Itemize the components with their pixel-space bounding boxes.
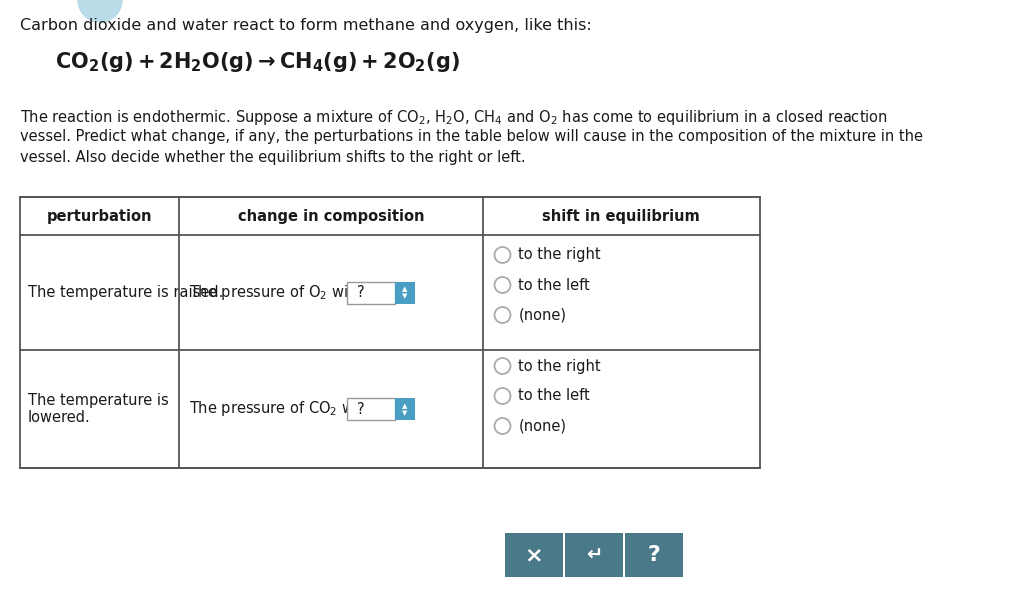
Text: ×: × (524, 545, 544, 565)
Text: to the left: to the left (518, 389, 590, 404)
Text: to the right: to the right (518, 247, 601, 262)
Bar (395, 281, 415, 303)
Text: vessel. Predict what change, if any, the perturbations in the table below will c: vessel. Predict what change, if any, the… (20, 129, 923, 144)
Text: The temperature is raised.: The temperature is raised. (28, 285, 223, 300)
Text: ▼: ▼ (402, 410, 408, 416)
Text: vessel. Also decide whether the equilibrium shifts to the right or left.: vessel. Also decide whether the equilibr… (20, 150, 525, 165)
Text: shift in equilibrium: shift in equilibrium (543, 208, 700, 224)
Text: ?: ? (647, 545, 660, 565)
Text: (none): (none) (518, 308, 566, 323)
Bar (565, 533, 623, 577)
Text: The pressure of $\mathregular{CO_2}$ will: The pressure of $\mathregular{CO_2}$ wil… (189, 400, 367, 418)
Bar (20, 197, 760, 468)
Text: to the right: to the right (518, 359, 601, 373)
Bar (505, 533, 563, 577)
Text: lowered.: lowered. (28, 409, 91, 424)
Text: The pressure of $\mathregular{O_2}$ will: The pressure of $\mathregular{O_2}$ will (189, 283, 356, 302)
Text: ▼: ▼ (402, 294, 408, 300)
Text: $\mathbf{CO_2(g)+2H_2O(g)\rightarrow CH_4(g)+2O_2(g)}$: $\mathbf{CO_2(g)+2H_2O(g)\rightarrow CH_… (55, 50, 460, 74)
Text: to the left: to the left (518, 278, 590, 292)
Text: The reaction is endothermic. Suppose a mixture of $\mathregular{CO_2}$, $\mathre: The reaction is endothermic. Suppose a m… (20, 108, 888, 127)
Bar (347, 281, 395, 303)
Bar (625, 533, 683, 577)
Text: ↵: ↵ (586, 546, 602, 565)
Circle shape (78, 0, 122, 22)
Text: Carbon dioxide and water react to form methane and oxygen, like this:: Carbon dioxide and water react to form m… (20, 18, 592, 33)
Bar (395, 398, 415, 420)
Text: ▲: ▲ (402, 403, 408, 409)
Text: ▲: ▲ (402, 286, 408, 292)
Text: change in composition: change in composition (238, 208, 424, 224)
Text: (none): (none) (518, 418, 566, 434)
Text: perturbation: perturbation (47, 208, 153, 224)
Bar (347, 398, 395, 420)
Text: The temperature is: The temperature is (28, 393, 169, 409)
Bar (20, 197, 760, 468)
Text: ?: ? (357, 285, 365, 300)
Text: ?: ? (357, 401, 365, 417)
